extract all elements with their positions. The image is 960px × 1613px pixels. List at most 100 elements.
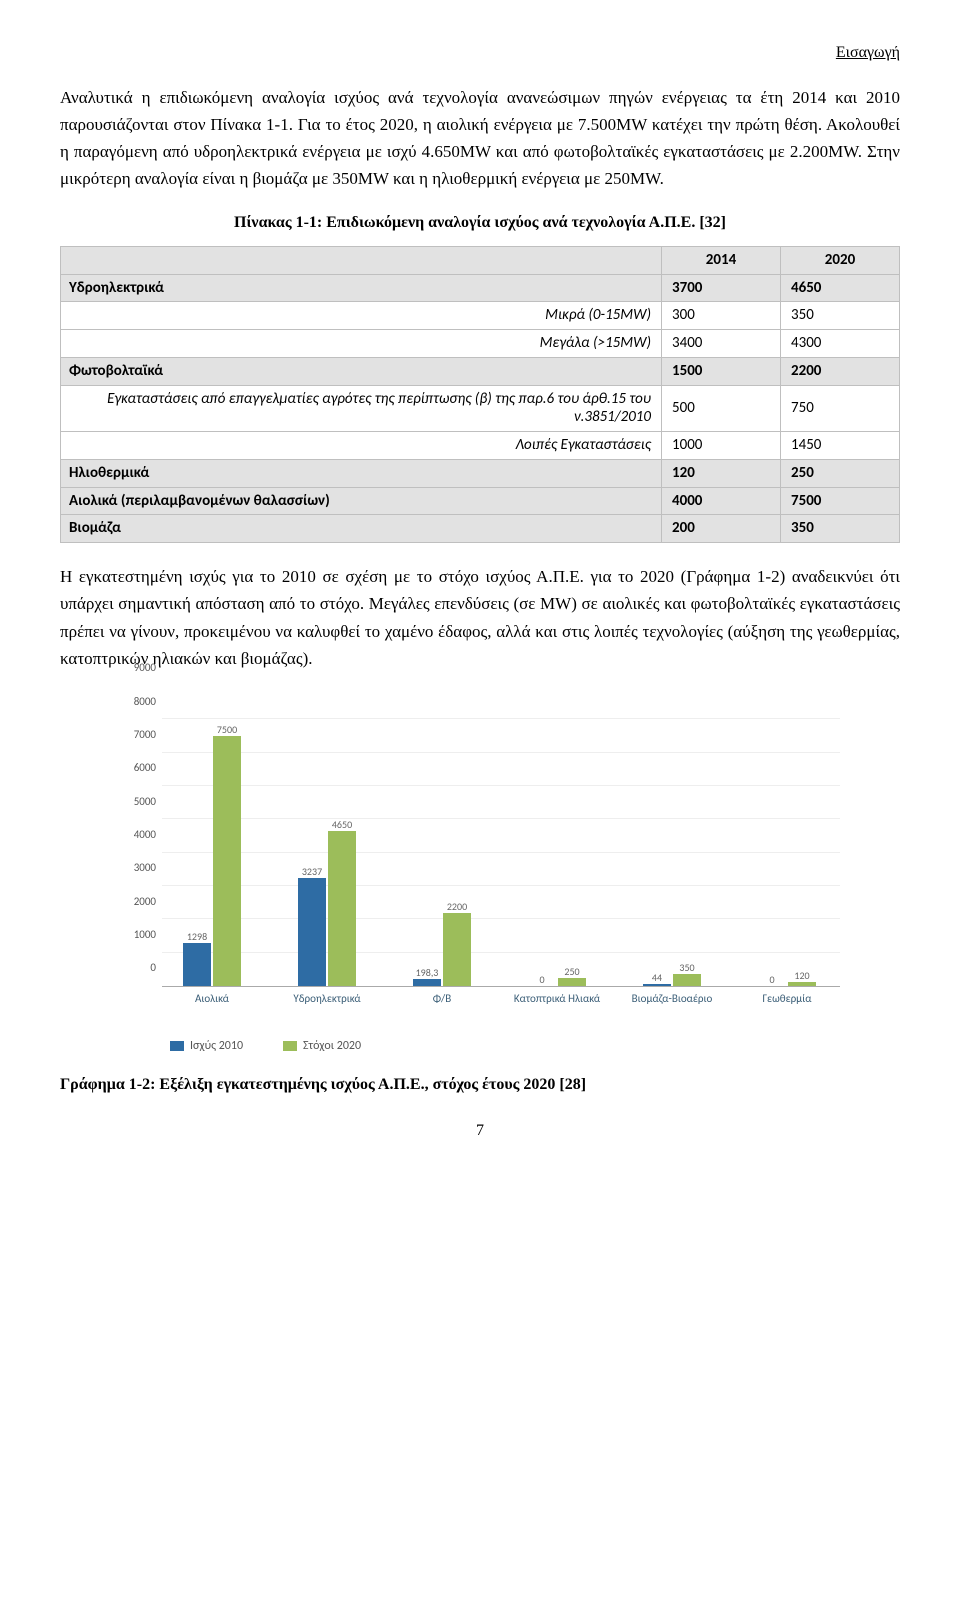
chart-y-tick: 3000 xyxy=(120,860,156,878)
chart-y-tick: 2000 xyxy=(120,893,156,911)
chart-bar-2020: 120 xyxy=(788,982,816,986)
table-cell: Λοιπές Εγκαταστάσεις xyxy=(61,432,662,460)
chart-bar-label: 44 xyxy=(652,970,662,986)
table-cell: Εγκαταστάσεις από επαγγελματίες αγρότες … xyxy=(61,385,662,432)
table-cell: 3400 xyxy=(662,330,781,358)
chart-gridline xyxy=(162,818,840,819)
table-cell: 4000 xyxy=(662,487,781,515)
chart-bar-label: 7500 xyxy=(217,722,237,738)
table-cell: Μικρά (0-15MW) xyxy=(61,302,662,330)
chart-bar-label: 250 xyxy=(564,964,579,980)
table-cell: 200 xyxy=(662,515,781,543)
table-cell: 1500 xyxy=(662,357,781,385)
chart-legend-item: Στόχοι 2020 xyxy=(283,1037,361,1056)
chart-bar-2020: 350 xyxy=(673,974,701,986)
chart-bar-2020: 7500 xyxy=(213,736,241,986)
table-cell: 300 xyxy=(662,302,781,330)
chart-legend-swatch xyxy=(170,1041,184,1051)
table-cell: 7500 xyxy=(781,487,900,515)
chart-y-tick: 0 xyxy=(120,960,156,978)
chart-x-tick: Βιομάζα-Βιοαέριο xyxy=(627,993,717,1006)
chart-bar-label: 4650 xyxy=(332,817,352,833)
table-cell: 1000 xyxy=(662,432,781,460)
table-cell: Αιολικά (περιλαμβανομένων θαλασσίων) xyxy=(61,487,662,515)
chart-x-tick: Υδροηλεκτρικά xyxy=(282,993,372,1006)
capacity-chart: 0100020003000400050006000700080009000129… xyxy=(120,686,840,1056)
table-row: Υδροηλεκτρικά37004650 xyxy=(61,274,900,302)
table-row: Λοιπές Εγκαταστάσεις10001450 xyxy=(61,432,900,460)
table-cell: 1450 xyxy=(781,432,900,460)
chart-bar-2010: 1298 xyxy=(183,943,211,986)
chart-y-tick: 7000 xyxy=(120,726,156,744)
table-cell: 350 xyxy=(781,515,900,543)
table-cell: Ηλιοθερμικά xyxy=(61,459,662,487)
section-header: Εισαγωγή xyxy=(60,40,900,66)
chart-x-tick: Αιολικά xyxy=(167,993,257,1006)
chart-bar-label: 198,3 xyxy=(416,965,439,981)
chart-gridline xyxy=(162,785,840,786)
chart-legend: Ισχύς 2010 Στόχοι 2020 xyxy=(170,1037,840,1056)
page-number: 7 xyxy=(60,1118,900,1144)
chart-bar-2020: 2200 xyxy=(443,913,471,986)
chart-plot-area: 0100020003000400050006000700080009000129… xyxy=(162,686,840,987)
chart-legend-label: Στόχοι 2020 xyxy=(303,1039,361,1053)
chart-y-tick: 8000 xyxy=(120,693,156,711)
table-caption: Πίνακας 1-1: Επιδιωκόμενη αναλογία ισχύο… xyxy=(60,210,900,236)
table-row: Μικρά (0-15MW)300350 xyxy=(61,302,900,330)
table-col-header: 2020 xyxy=(781,246,900,274)
table-cell: Βιομάζα xyxy=(61,515,662,543)
table-cell: 3700 xyxy=(662,274,781,302)
table-row: Βιομάζα200350 xyxy=(61,515,900,543)
table-row: Μεγάλα (>15MW)34004300 xyxy=(61,330,900,358)
table-cell: 4300 xyxy=(781,330,900,358)
paragraph-2: Η εγκατεστημένη ισχύς για το 2010 σε σχέ… xyxy=(60,563,900,672)
chart-bar-label: 3237 xyxy=(302,864,322,880)
table-cell: 120 xyxy=(662,459,781,487)
chart-legend-swatch xyxy=(283,1041,297,1051)
table-cell: 500 xyxy=(662,385,781,432)
table-cell: Φωτοβολταϊκά xyxy=(61,357,662,385)
table-row: Εγκαταστάσεις από επαγγελματίες αγρότες … xyxy=(61,385,900,432)
chart-gridline xyxy=(162,752,840,753)
chart-x-tick: Φ/Β xyxy=(397,993,487,1006)
chart-x-labels: Αιολικά Υδροηλεκτρικά Φ/Β Κατοπτρικά Ηλιακά… xyxy=(162,987,840,1027)
paragraph-1: Αναλυτικά η επιδιωκόμενη αναλογία ισχύος… xyxy=(60,84,900,193)
chart-bar-2010: 44 xyxy=(643,984,671,985)
table-cell: 250 xyxy=(781,459,900,487)
chart-bar-label: 350 xyxy=(679,960,694,976)
table-col-header xyxy=(61,246,662,274)
chart-x-tick: Γεωθερμία xyxy=(742,993,832,1006)
chart-gridline xyxy=(162,885,840,886)
chart-gridline xyxy=(162,918,840,919)
chart-x-tick: Κατοπτρικά Ηλιακά xyxy=(512,993,602,1006)
chart-y-tick: 4000 xyxy=(120,826,156,844)
table-cell: Υδροηλεκτρικά xyxy=(61,274,662,302)
chart-bar-2020: 4650 xyxy=(328,831,356,986)
table-row: Αιολικά (περιλαμβανομένων θαλασσίων)4000… xyxy=(61,487,900,515)
table-row: Φωτοβολταϊκά15002200 xyxy=(61,357,900,385)
chart-y-tick: 1000 xyxy=(120,926,156,944)
chart-bar-2010: 198,3 xyxy=(413,979,441,986)
chart-gridline xyxy=(162,852,840,853)
table-cell: 750 xyxy=(781,385,900,432)
chart-legend-item: Ισχύς 2010 xyxy=(170,1037,243,1056)
chart-y-tick: 5000 xyxy=(120,793,156,811)
table-cell: Μεγάλα (>15MW) xyxy=(61,330,662,358)
table-cell: 2200 xyxy=(781,357,900,385)
chart-gridline xyxy=(162,718,840,719)
capacity-table: 20142020 Υδροηλεκτρικά37004650Μικρά (0-1… xyxy=(60,246,900,543)
table-cell: 350 xyxy=(781,302,900,330)
table-row: Ηλιοθερμικά120250 xyxy=(61,459,900,487)
chart-bar-label: 0 xyxy=(769,972,774,988)
chart-bar-label: 2200 xyxy=(447,899,467,915)
chart-gridline xyxy=(162,952,840,953)
table-cell: 4650 xyxy=(781,274,900,302)
chart-bar-label: 1298 xyxy=(187,929,207,945)
chart-y-tick: 6000 xyxy=(120,760,156,778)
chart-bar-label: 120 xyxy=(794,968,809,984)
chart-bar-2020: 250 xyxy=(558,978,586,986)
chart-bar-label: 0 xyxy=(539,972,544,988)
table-col-header: 2014 xyxy=(662,246,781,274)
chart-legend-label: Ισχύς 2010 xyxy=(190,1039,243,1053)
chart-caption: Γράφημα 1-2: Εξέλιξη εγκατεστημένης ισχύ… xyxy=(60,1072,900,1098)
